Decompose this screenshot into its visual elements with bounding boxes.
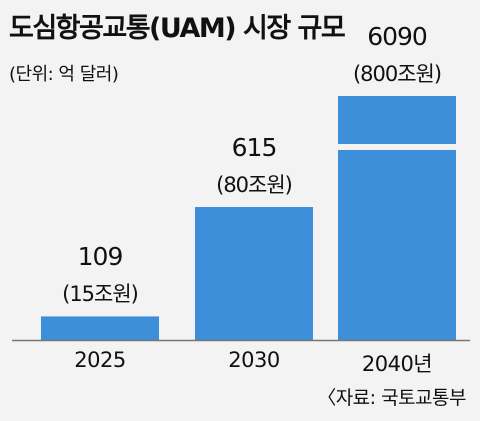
chart-source: 〈자료: 국토교통부 [317,387,466,409]
x-tick-label-2025: 2025 [74,348,126,372]
bar-2030 [195,207,313,340]
value-label-2040년: 6090 [367,22,428,51]
krw-label-2025: (15조원) [62,282,139,307]
chart-unit: (단위: 억 달러) [9,64,119,85]
value-label-2030: 615 [231,133,278,162]
x-tick-label-2030: 2030 [228,348,280,372]
chart-title: 도심항공교통(UAM) 시장 규모 [9,13,346,44]
x-tick-label-2040년: 2040년 [361,352,433,376]
axis-break-mark [337,144,457,150]
krw-label-2030: (80조원) [216,173,293,197]
value-label-2025: 109 [77,242,124,272]
bar-2040년 [338,96,456,340]
krw-label-2040년: (800조원) [352,62,442,86]
bar-2025 [41,316,159,340]
